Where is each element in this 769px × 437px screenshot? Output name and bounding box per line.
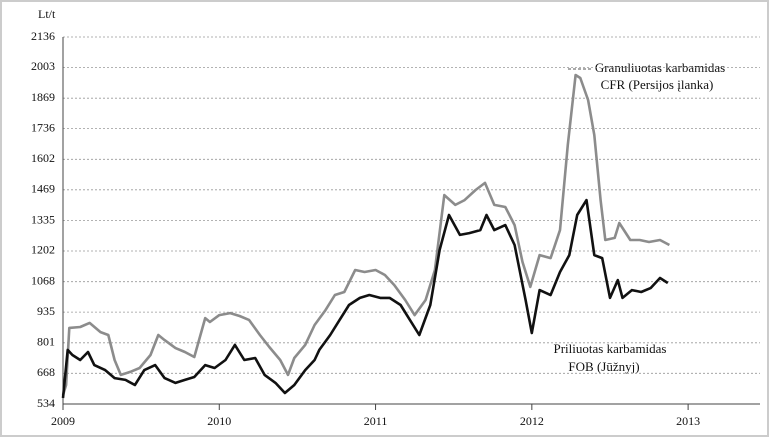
y-tick-label: 2003: [31, 59, 55, 73]
y-tick-label: 1068: [31, 273, 55, 287]
x-tick-label: 2011: [364, 414, 388, 428]
annotation: Priliuotas karbamidas: [553, 341, 666, 356]
series-line: [61, 73, 671, 396]
y-tick-label: 801: [37, 335, 55, 349]
y-tick-label: 1469: [31, 182, 55, 196]
y-tick-label: 534: [37, 396, 55, 410]
y-tick-label: 1869: [31, 90, 55, 104]
x-tick-label: 2010: [207, 414, 231, 428]
y-tick-label: 1736: [31, 120, 55, 134]
x-tick-label: 2012: [520, 414, 544, 428]
y-tick-label: 2136: [31, 29, 55, 43]
x-tick-label: 2009: [51, 414, 75, 428]
y-tick-label: 1602: [31, 151, 55, 165]
y-axis-label: Lt/t: [38, 7, 56, 21]
y-tick-label: 935: [37, 304, 55, 318]
annotation: FOB (Jūžnyj): [568, 359, 639, 374]
y-tick-label: 1335: [31, 212, 55, 226]
series-line: [61, 198, 669, 399]
y-tick-label: 1202: [31, 243, 55, 257]
x-tick-label: 2013: [676, 414, 700, 428]
y-tick-label: 668: [37, 365, 55, 379]
annotation: CFR (Persijos įlanka): [601, 77, 714, 92]
